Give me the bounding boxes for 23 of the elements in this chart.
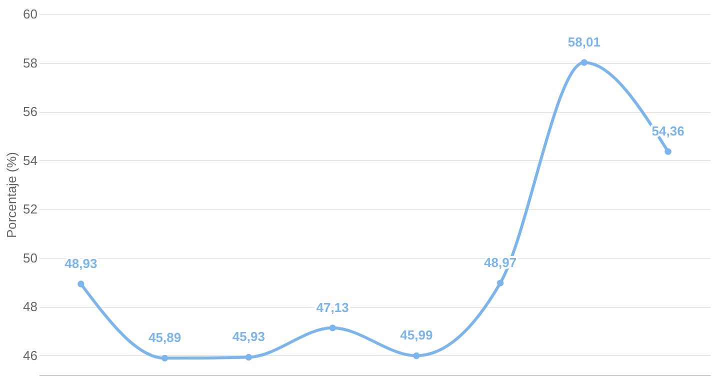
y-tick-label: 50 bbox=[23, 250, 38, 266]
y-tick-label: 54 bbox=[23, 152, 38, 168]
point bbox=[329, 324, 336, 332]
point bbox=[78, 280, 84, 288]
y-axis-title: Porcentaje (%) bbox=[4, 152, 20, 238]
point bbox=[161, 354, 168, 362]
y-tick-label: 58 bbox=[23, 55, 38, 70]
data-label: 45,99 bbox=[400, 328, 433, 343]
y-tick-label: 52 bbox=[23, 202, 38, 217]
y-tick-label: 46 bbox=[23, 348, 38, 363]
point bbox=[245, 354, 252, 361]
y-tick-label: 48 bbox=[23, 299, 38, 314]
data-label: 45,93 bbox=[232, 329, 265, 344]
point bbox=[580, 59, 588, 66]
point bbox=[413, 352, 420, 360]
y-tick-label: 56 bbox=[23, 104, 38, 120]
data-label: 45,89 bbox=[148, 330, 182, 346]
data-label: 48,93 bbox=[64, 256, 98, 272]
y-tick-label: 60 bbox=[23, 6, 38, 22]
data-label: 47,13 bbox=[316, 300, 349, 315]
point bbox=[664, 148, 672, 155]
point bbox=[496, 280, 504, 286]
data-label: 58,01 bbox=[568, 34, 600, 50]
